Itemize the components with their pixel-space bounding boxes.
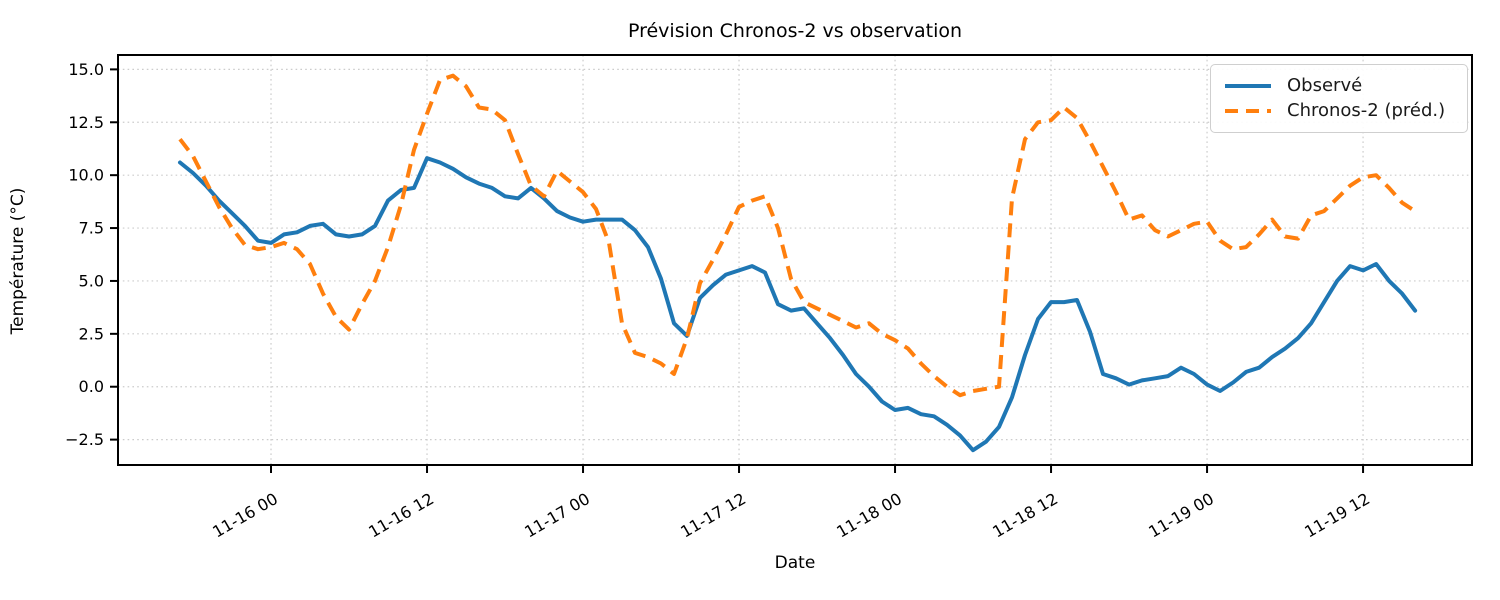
legend-item-predicted: Chronos-2 (préd.) (1225, 102, 1467, 120)
y-tick-label: 2.5 (79, 324, 104, 343)
x-tick-label: 11-19 00 (1145, 489, 1217, 541)
y-tick-label: −2.5 (65, 430, 104, 449)
legend-label-observed: Observé (1287, 75, 1363, 96)
y-tick-label: 10.0 (68, 166, 104, 185)
y-axis-label: Température (°C) (8, 187, 28, 335)
y-tick-label: 5.0 (79, 271, 104, 290)
x-tick-label: 11-19 12 (1301, 489, 1373, 541)
x-tick-label: 11-16 12 (365, 489, 437, 541)
legend-item-observed: Observé (1225, 77, 1467, 95)
legend: Observé Chronos-2 (préd.) (1210, 64, 1468, 133)
x-axis-label: Date (774, 553, 816, 573)
observed-series-line (178, 156, 1418, 453)
x-tick-label: 11-17 12 (677, 489, 749, 541)
predicted-series-line (178, 73, 1417, 398)
x-tick-label: 11-18 12 (989, 489, 1061, 541)
y-tick-label: 15.0 (68, 60, 104, 79)
observed-line-sample-icon (1225, 84, 1271, 88)
chart-title: Prévision Chronos-2 vs observation (627, 20, 963, 42)
predicted-line-sample-icon (1225, 109, 1271, 113)
legend-label-predicted: Chronos-2 (préd.) (1287, 100, 1446, 121)
y-tick-label: 12.5 (68, 113, 104, 132)
x-tick-label: 11-17 00 (521, 489, 593, 541)
y-tick-label: 7.5 (79, 219, 104, 238)
plot-border (117, 54, 1473, 466)
y-tick-label: 0.0 (79, 377, 104, 396)
x-tick-label: 11-18 00 (833, 489, 905, 541)
x-tick-label: 11-16 00 (209, 489, 281, 541)
